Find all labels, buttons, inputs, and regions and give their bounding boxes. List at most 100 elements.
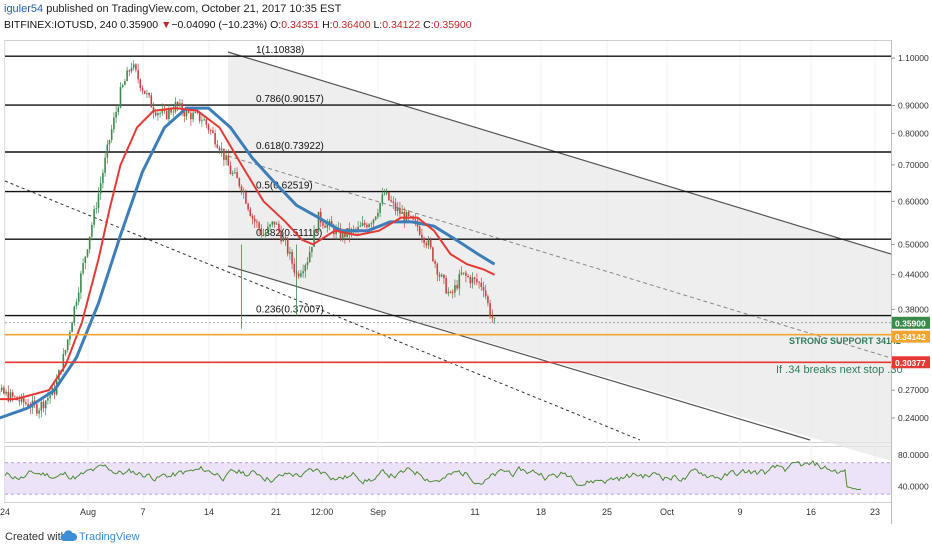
candle-body: [385, 191, 388, 194]
candle-body: [201, 120, 203, 122]
candle-body: [194, 112, 197, 113]
candle-body: [262, 234, 265, 236]
time-tick-label-7: 11: [470, 507, 479, 517]
candle-body: [88, 236, 91, 250]
candle-body: [80, 273, 82, 293]
candle-body: [359, 225, 362, 227]
candle-body: [251, 215, 254, 219]
channel-top-line: [227, 51, 892, 255]
candle-body: [20, 396, 23, 402]
candle-body: [141, 88, 144, 91]
support-levels: [5, 322, 891, 364]
candle-body: [280, 230, 282, 242]
support-tag-bg: [892, 330, 930, 343]
candle-body: [374, 216, 377, 220]
candle-body: [130, 67, 133, 72]
time-tick-label-13: 23: [870, 507, 880, 517]
rsi-band: [5, 462, 891, 495]
candle-body: [139, 79, 142, 89]
candle-body: [183, 112, 186, 117]
time-tick-label-4: 21: [271, 507, 281, 517]
candle-body: [458, 274, 461, 289]
fib-label-2: 0.618(0.73922): [256, 141, 324, 152]
symbol-label: BITFINEX:IOTUSD, 240: [4, 19, 118, 31]
candle-body: [256, 221, 258, 223]
publish-line: iguler54 published on TradingView.com, O…: [4, 3, 341, 15]
candle-body: [95, 208, 98, 210]
candle-body: [124, 81, 126, 85]
close-label: C:: [423, 19, 434, 31]
time-tick-label-2: 7: [140, 507, 145, 517]
candle-body: [269, 224, 271, 227]
time-tick-label-11: 9: [737, 507, 742, 517]
candle-body: [220, 148, 223, 151]
candle-body: [271, 221, 274, 225]
time-tick-label-9: 25: [602, 507, 612, 517]
time-tick-label-6: Sep: [370, 507, 386, 517]
candle-body: [432, 247, 434, 262]
candle-body: [119, 86, 122, 108]
candle-body: [339, 227, 342, 240]
time-tick-label-12: 16: [806, 507, 816, 517]
candle-body: [154, 112, 157, 116]
candle-body: [0, 387, 3, 391]
candle-body: [113, 117, 115, 130]
candle-body: [11, 392, 14, 397]
author-link[interactable]: iguler54: [4, 3, 44, 15]
candle-body: [410, 216, 412, 217]
candle-body: [223, 148, 225, 160]
candle-body: [465, 272, 467, 276]
candle-body: [150, 95, 153, 108]
candle-body: [317, 211, 320, 232]
candle-body: [9, 392, 12, 401]
time-tick-label-3: 14: [204, 507, 214, 517]
fib-label-4: 0.382(0.51116): [256, 228, 322, 239]
candle-body: [115, 111, 117, 118]
rsi-guides: [5, 462, 891, 495]
price-tick-label-0: 1.10000: [898, 53, 929, 63]
candle-body: [289, 251, 291, 254]
candle-body: [469, 277, 472, 284]
fib-label-5: 0.236(0.37007): [256, 305, 324, 316]
candle-body: [245, 191, 247, 204]
candle-body: [421, 234, 423, 238]
candle-body: [344, 231, 346, 237]
candle-body: [253, 218, 256, 222]
candle-body: [225, 155, 227, 160]
candle-body: [491, 315, 494, 318]
candle-body: [454, 285, 456, 293]
candle-body: [214, 132, 216, 145]
candle-body: [240, 186, 243, 192]
candle-body: [366, 224, 368, 228]
candle-body: [425, 243, 428, 246]
candle-body: [234, 172, 236, 174]
candle-body: [267, 226, 269, 233]
price-tick-label-1: 0.90000: [898, 100, 929, 110]
candle-body: [315, 229, 318, 232]
candle-body: [82, 262, 84, 274]
candle-body: [163, 110, 166, 111]
candle-body: [181, 103, 183, 113]
time-tick-label-10: Oct: [660, 507, 675, 517]
tradingview-brand[interactable]: TradingView: [79, 531, 140, 543]
price-tick-label-5: 0.50000: [898, 239, 929, 249]
candle-body: [172, 111, 175, 113]
candle-body: [97, 193, 100, 209]
candle-body: [69, 332, 71, 340]
support-label: STRONG SUPPORT 34142: [789, 336, 901, 346]
price-axis: 1.10000 0.90000 0.80000 0.70000 0.60000 0.500…: [891, 53, 929, 423]
candle-body: [108, 139, 111, 145]
price-tick-label-9: 0.24000: [898, 413, 929, 423]
price-chart[interactable]: 1(1.10838) 0.786(0.90157) 0.618(0.73922) 0.…: [0, 36, 932, 524]
fib-label-3: 0.5(0.62519): [256, 181, 313, 192]
high-value: 0.36400: [332, 19, 371, 31]
candle-body: [146, 93, 148, 94]
candle-body: [249, 209, 252, 216]
symbol-line: BITFINEX:IOTUSD, 240 0.35900 ▼−0.04090 (…: [4, 19, 472, 31]
candle-body: [44, 400, 47, 409]
candle-body: [390, 200, 392, 202]
candle-body: [242, 191, 245, 193]
candle-body: [93, 209, 95, 225]
candle-body: [168, 109, 170, 119]
